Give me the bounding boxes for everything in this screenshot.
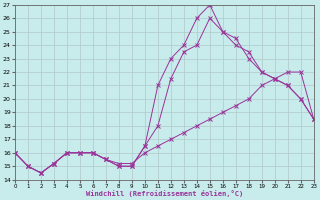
X-axis label: Windchill (Refroidissement éolien,°C): Windchill (Refroidissement éolien,°C) bbox=[86, 190, 243, 197]
